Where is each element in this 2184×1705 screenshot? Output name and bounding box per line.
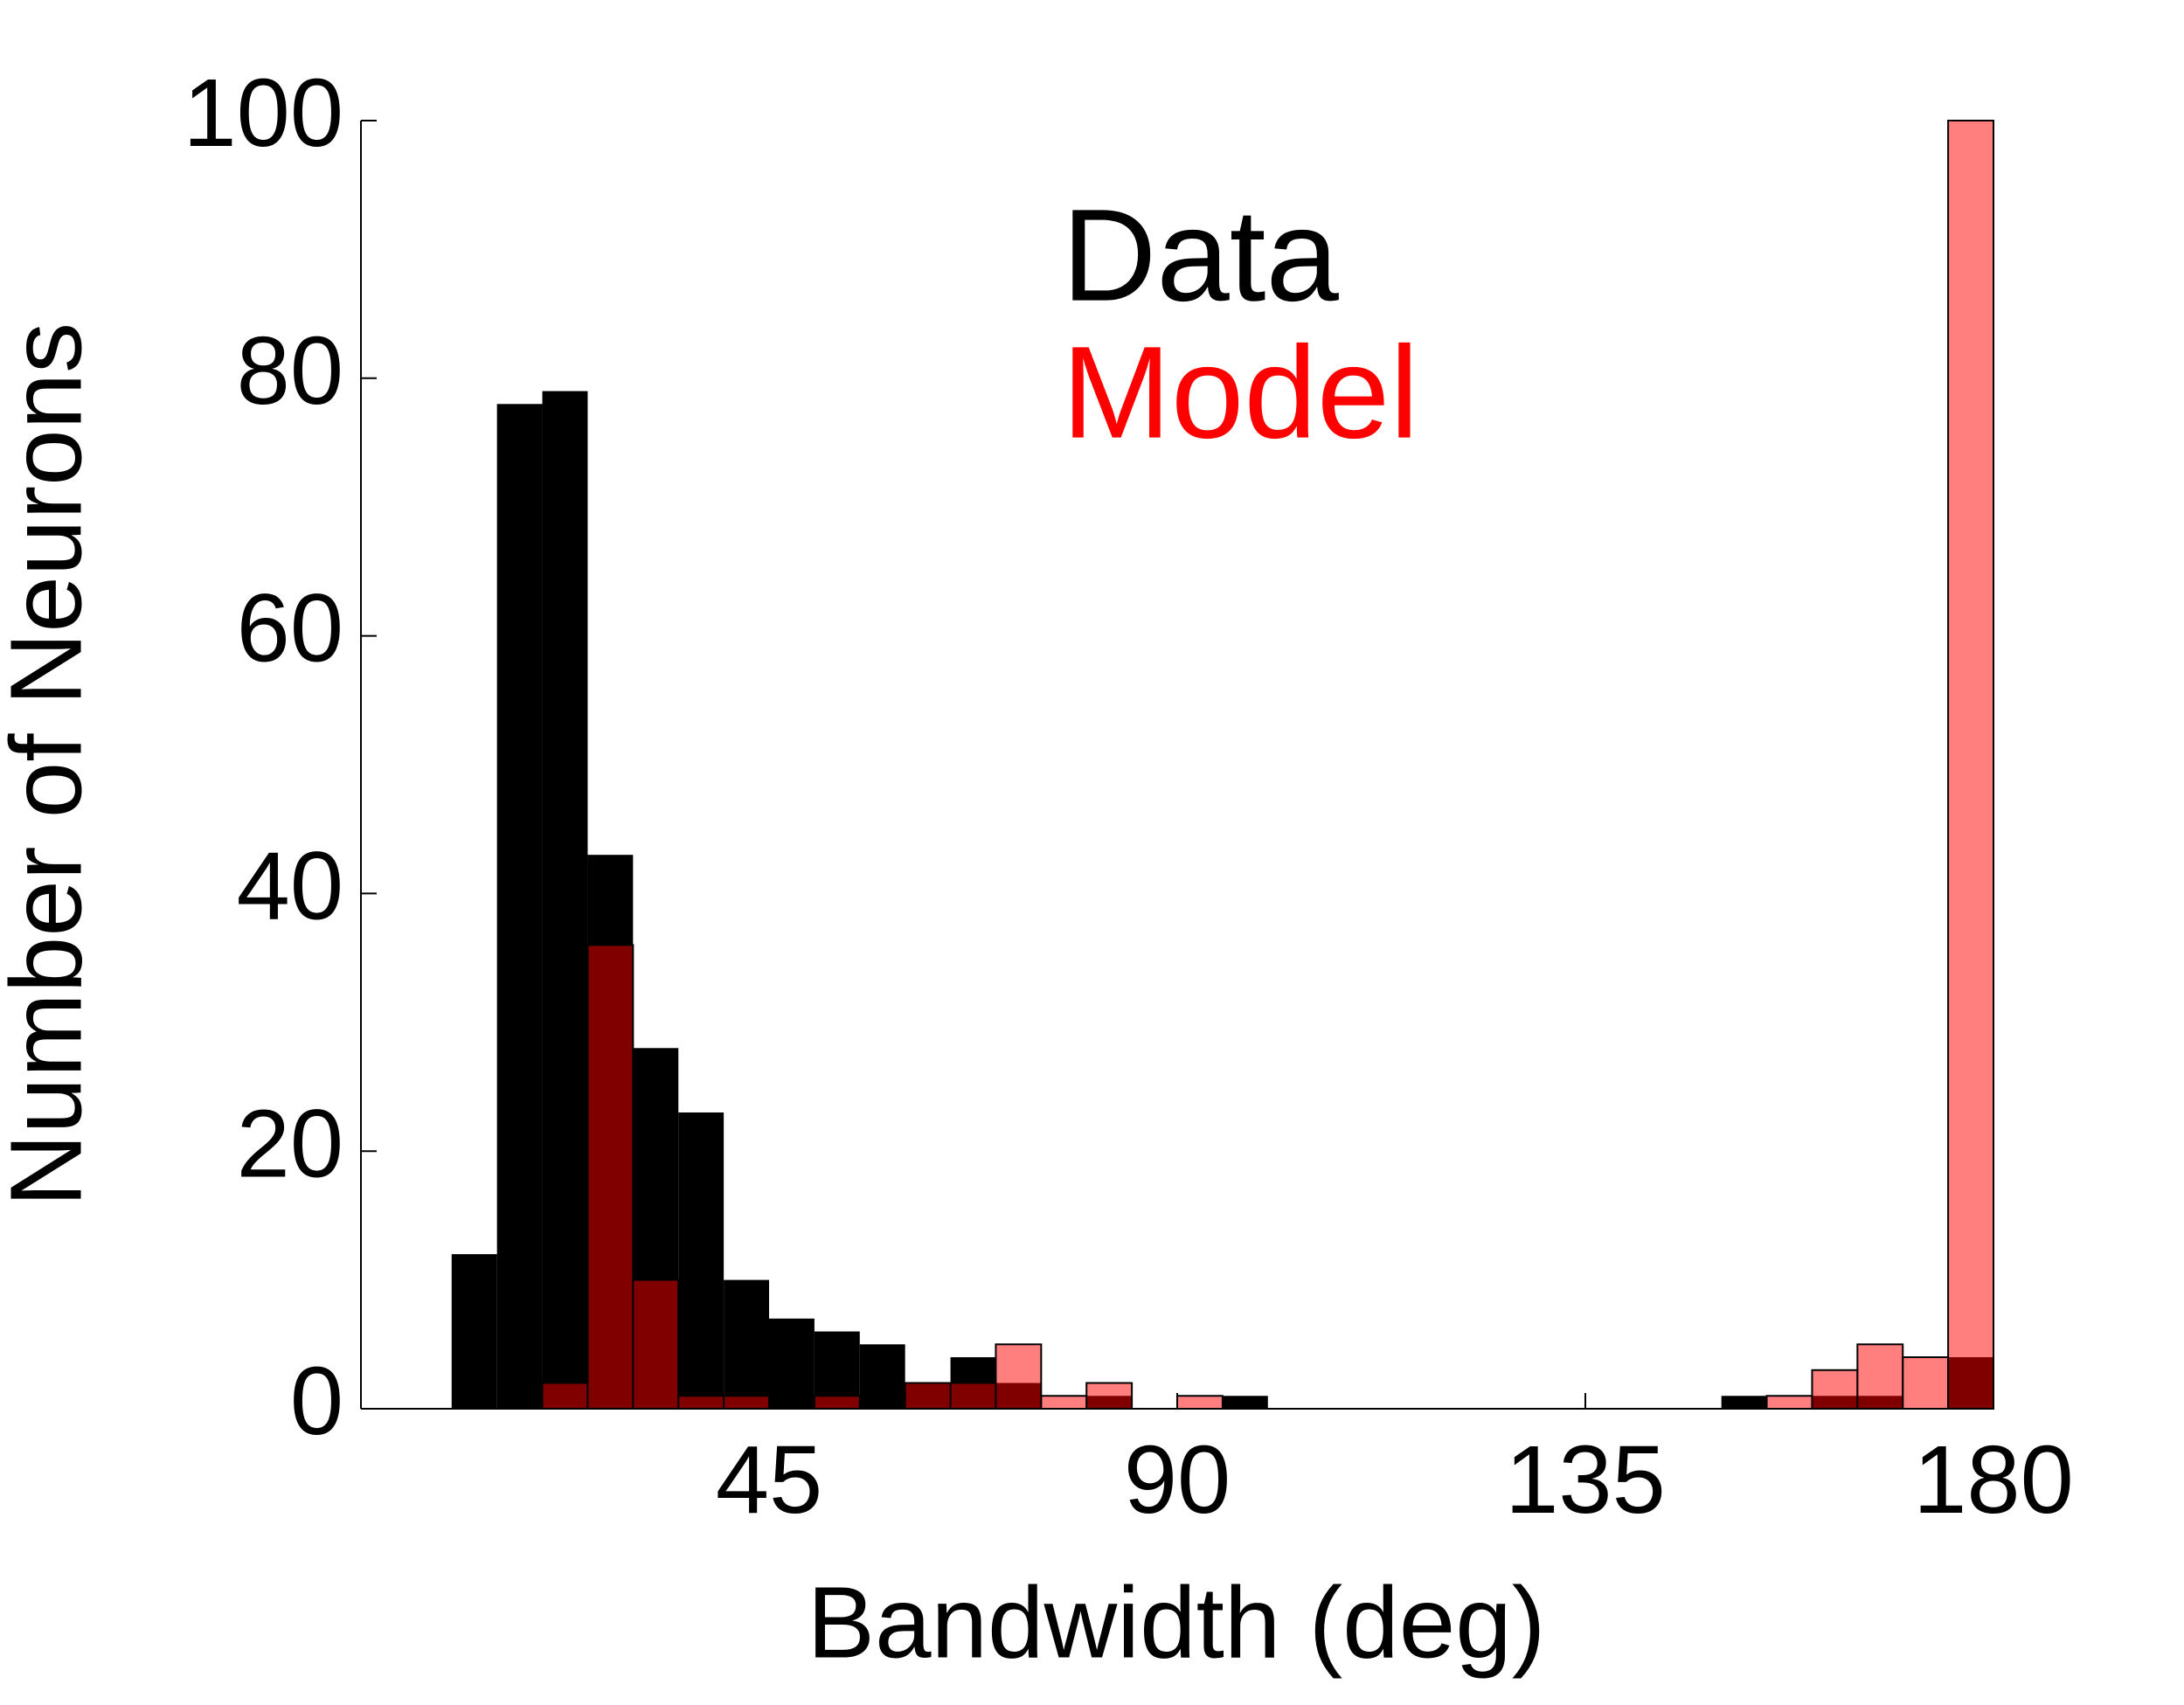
- x-tick-label: 45: [716, 1426, 822, 1534]
- legend-entry: Model: [1062, 319, 1419, 466]
- bar: [769, 1318, 815, 1409]
- x-tick-label: 180: [1913, 1426, 2074, 1534]
- x-axis-label: Bandwidth (deg): [808, 1566, 1546, 1680]
- bar: [723, 1395, 770, 1410]
- bar: [859, 1344, 905, 1409]
- bar: [724, 1279, 769, 1409]
- bar: [677, 1395, 725, 1410]
- bar: [541, 1382, 589, 1410]
- bar: [949, 1382, 997, 1410]
- y-axis-label: Number of Neurons: [0, 322, 103, 1207]
- bar: [1902, 1356, 1950, 1410]
- y-tick-label: 0: [290, 1348, 343, 1455]
- bar: [1856, 1343, 1904, 1410]
- bar: [496, 404, 543, 1409]
- bar: [632, 1279, 680, 1410]
- bar: [678, 1112, 725, 1409]
- bar: [1085, 1382, 1134, 1410]
- bar: [1721, 1396, 1767, 1409]
- y-tick-label: 40: [237, 832, 343, 939]
- bar: [1765, 1395, 1813, 1410]
- bar: [995, 1343, 1043, 1410]
- y-tick-label: 20: [237, 1090, 343, 1197]
- legend-entry: Data: [1062, 182, 1339, 329]
- bar: [1222, 1396, 1268, 1409]
- bar: [451, 1254, 497, 1409]
- bar: [813, 1395, 861, 1410]
- bar: [586, 944, 634, 1410]
- bar: [1811, 1369, 1859, 1410]
- bar: [1947, 120, 1994, 1410]
- x-tick-label: 135: [1505, 1426, 1666, 1534]
- y-tick-label: 60: [237, 575, 343, 683]
- bar: [904, 1382, 952, 1410]
- bar: [542, 391, 588, 1409]
- x-tick-label: 90: [1124, 1426, 1231, 1534]
- bar: [1176, 1395, 1224, 1410]
- bar: [1040, 1395, 1088, 1410]
- y-tick-label: 80: [237, 317, 343, 425]
- y-tick-label: 100: [183, 59, 343, 167]
